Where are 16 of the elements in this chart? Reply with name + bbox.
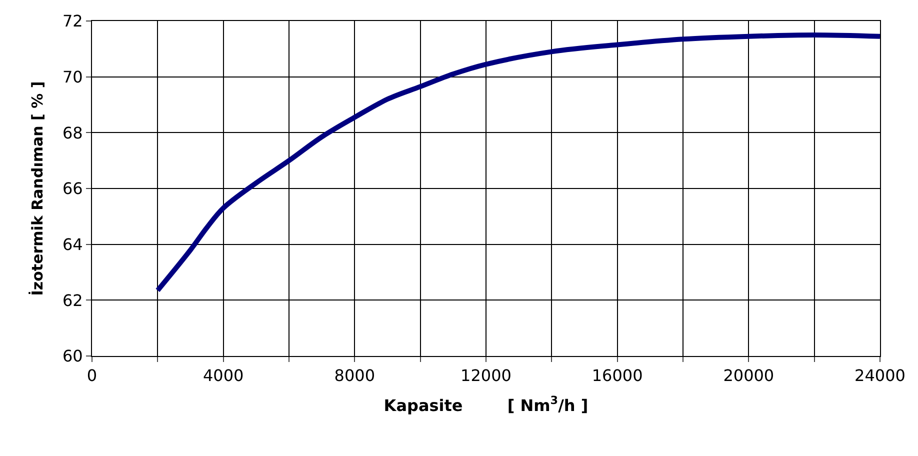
x-tick-label: 0 bbox=[86, 366, 98, 386]
y-tick-label: 68 bbox=[62, 123, 83, 142]
y-tick-label: 64 bbox=[62, 234, 83, 254]
y-tick-label: 72 bbox=[62, 12, 83, 31]
y-axis-title: İzotermik Randıman [ % ] bbox=[28, 81, 47, 296]
x-tick-label: 4000 bbox=[202, 366, 244, 386]
x-tick-label: 20000 bbox=[723, 366, 774, 386]
x-tick-label: 24000 bbox=[854, 366, 906, 386]
y-tick-label: 60 bbox=[62, 346, 83, 366]
y-tick-label: 66 bbox=[62, 179, 83, 198]
x-tick-label: 16000 bbox=[592, 366, 643, 386]
x-tick-label: 8000 bbox=[334, 366, 376, 386]
y-tick-label: 70 bbox=[62, 67, 83, 86]
y-tick-label: 62 bbox=[62, 290, 83, 310]
x-tick-label: 12000 bbox=[460, 366, 512, 386]
x-axis-title: Kapasite [ Nm$^{3}$/h ] bbox=[384, 394, 588, 415]
